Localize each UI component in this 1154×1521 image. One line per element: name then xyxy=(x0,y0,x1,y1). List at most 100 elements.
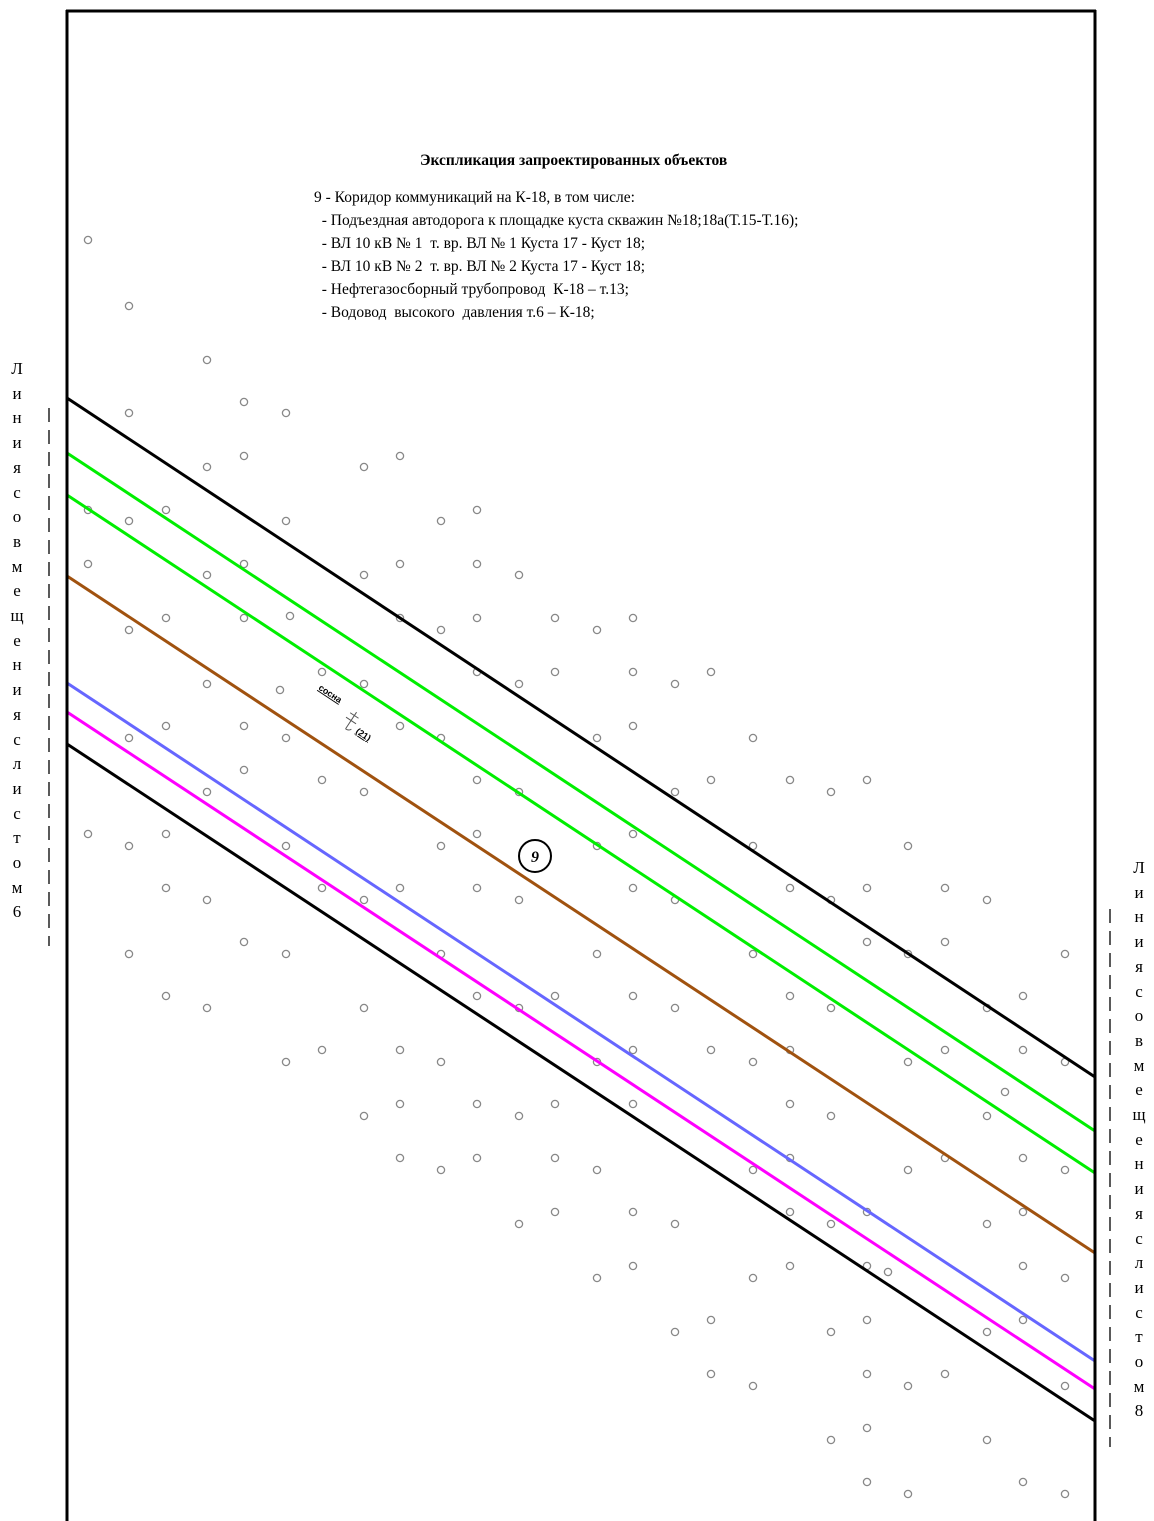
forest-symbol xyxy=(161,883,171,893)
forest-symbol xyxy=(359,787,369,797)
forest-symbol xyxy=(706,1045,716,1055)
forest-symbol xyxy=(628,829,638,839)
forest-symbol xyxy=(826,1219,836,1229)
tree-number-label: (21) xyxy=(354,726,373,743)
legend-item: - ВЛ 10 кВ № 1 т. вр. ВЛ № 1 Куста 17 - … xyxy=(314,235,645,252)
forest-symbol xyxy=(628,1045,638,1055)
forest-symbol xyxy=(982,895,992,905)
forest-symbol xyxy=(359,895,369,905)
forest-symbol xyxy=(124,733,134,743)
forest-symbol xyxy=(281,516,291,526)
forest-symbol xyxy=(748,1165,758,1175)
forest-symbol xyxy=(670,787,680,797)
forest-symbol xyxy=(436,1057,446,1067)
forest-symbol xyxy=(748,1381,758,1391)
forest-symbol xyxy=(670,1003,680,1013)
legend-title: Экспликация запроектированных объектов xyxy=(420,152,728,169)
forest-symbol xyxy=(472,505,482,515)
forest-symbol xyxy=(359,1111,369,1121)
forest-symbol xyxy=(1018,1045,1028,1055)
forest-symbol xyxy=(395,559,405,569)
forest-symbol xyxy=(903,1489,913,1499)
forest-symbol xyxy=(161,613,171,623)
forest-symbol xyxy=(785,991,795,1001)
forest-symbol xyxy=(317,883,327,893)
road-edge-line-1 xyxy=(66,451,1096,1133)
forest-symbol xyxy=(83,559,93,569)
forest-symbol xyxy=(359,570,369,580)
forest-symbol xyxy=(1060,1165,1070,1175)
forest-symbol xyxy=(748,1057,758,1067)
forest-symbol xyxy=(1018,1315,1028,1325)
tree-species-label: сосна xyxy=(317,682,345,705)
forest-symbol xyxy=(706,667,716,677)
forest-symbol xyxy=(285,611,295,621)
forest-symbol xyxy=(202,787,212,797)
forest-symbol xyxy=(550,1207,560,1217)
forest-symbol xyxy=(275,685,285,695)
forest-symbol xyxy=(395,1099,405,1109)
forest-symbol xyxy=(514,1219,524,1229)
forest-symbol xyxy=(826,1111,836,1121)
forest-symbol xyxy=(628,1207,638,1217)
forest-symbol xyxy=(592,625,602,635)
forest-symbol xyxy=(202,1003,212,1013)
forest-symbol xyxy=(83,235,93,245)
forest-symbol xyxy=(785,1099,795,1109)
forest-symbol xyxy=(862,1423,872,1433)
legend-item: 9 - Коридор коммуникаций на К-18, в том … xyxy=(314,189,635,206)
forest-symbol xyxy=(826,1327,836,1337)
forest-symbol xyxy=(785,1261,795,1271)
forest-symbol xyxy=(706,1315,716,1325)
forest-symbol xyxy=(436,625,446,635)
forest-symbol xyxy=(670,679,680,689)
forest-symbol xyxy=(281,733,291,743)
forest-symbol xyxy=(1060,1273,1070,1283)
forest-symbol xyxy=(239,397,249,407)
forest-symbol xyxy=(903,1381,913,1391)
corridor-number-marker: 9 xyxy=(518,839,552,873)
forest-symbol xyxy=(785,775,795,785)
forest-symbol xyxy=(940,1045,950,1055)
forest-symbol xyxy=(1018,1477,1028,1487)
forest-symbol xyxy=(202,679,212,689)
forest-symbol xyxy=(472,1099,482,1109)
forest-symbol xyxy=(628,883,638,893)
forest-symbol xyxy=(1018,1207,1028,1217)
forest-symbol xyxy=(670,1219,680,1229)
corridor-boundary-south-line xyxy=(66,742,1096,1423)
forest-symbol xyxy=(883,1267,893,1277)
forest-symbol xyxy=(395,613,405,623)
forest-symbol xyxy=(472,1153,482,1163)
forest-symbol xyxy=(903,841,913,851)
forest-symbol xyxy=(982,1327,992,1337)
forest-symbol xyxy=(628,1099,638,1109)
forest-symbol xyxy=(472,559,482,569)
forest-symbol xyxy=(940,1369,950,1379)
power-line-1 xyxy=(66,681,1096,1363)
forest-symbol xyxy=(826,787,836,797)
legend-item: - Водовод высокого давления т.6 – К-18; xyxy=(314,304,595,321)
forest-symbol xyxy=(785,883,795,893)
forest-symbol xyxy=(592,733,602,743)
forest-symbol xyxy=(472,829,482,839)
legend-item: - Нефтегазосборный трубопровод К-18 – т.… xyxy=(314,281,629,298)
forest-symbol xyxy=(395,1153,405,1163)
forest-symbol xyxy=(628,721,638,731)
forest-symbol xyxy=(514,570,524,580)
forest-symbol xyxy=(1000,1087,1010,1097)
forest-symbol xyxy=(592,949,602,959)
corridor-lines xyxy=(66,396,1096,1423)
forest-symbol xyxy=(124,516,134,526)
forest-symbol xyxy=(83,829,93,839)
pipeline-line xyxy=(66,574,1096,1255)
forest-symbol xyxy=(1060,1489,1070,1499)
forest-symbol xyxy=(281,408,291,418)
forest-symbol xyxy=(862,937,872,947)
power-line-2 xyxy=(66,710,1096,1391)
forest-symbol xyxy=(359,462,369,472)
forest-symbol xyxy=(1060,949,1070,959)
forest-symbol xyxy=(317,667,327,677)
forest-symbol xyxy=(982,1111,992,1121)
